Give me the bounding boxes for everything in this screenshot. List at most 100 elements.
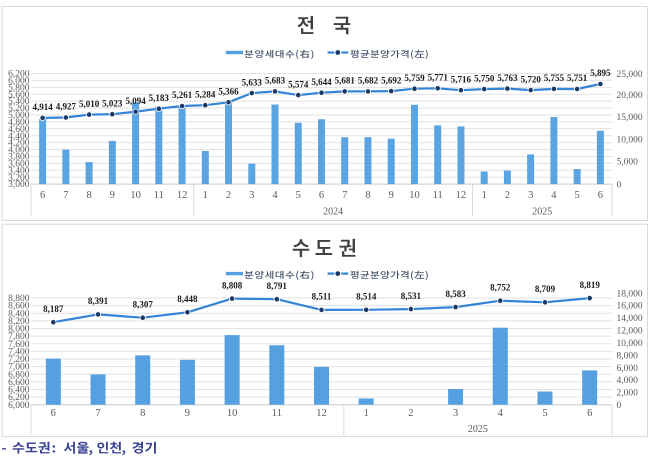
svg-text:6,200: 6,200 — [8, 393, 30, 403]
svg-text:5,094: 5,094 — [125, 96, 146, 106]
svg-text:5,200: 5,200 — [8, 104, 30, 114]
svg-text:8: 8 — [140, 408, 145, 419]
svg-text:10: 10 — [409, 190, 420, 201]
svg-text:12: 12 — [316, 408, 327, 419]
svg-text:8,808: 8,808 — [222, 280, 243, 290]
svg-text:11: 11 — [154, 190, 164, 201]
svg-text:6: 6 — [587, 408, 592, 419]
svg-text:8,511: 8,511 — [312, 292, 332, 302]
svg-text:7: 7 — [95, 408, 100, 419]
svg-text:8,514: 8,514 — [356, 292, 377, 302]
svg-text:8,391: 8,391 — [88, 296, 109, 306]
svg-text:4,927: 4,927 — [56, 102, 77, 112]
svg-text:3,400: 3,400 — [8, 166, 30, 176]
svg-text:5,681: 5,681 — [335, 76, 356, 86]
svg-text:1: 1 — [364, 408, 369, 419]
svg-text:4,400: 4,400 — [8, 132, 30, 142]
svg-text:4,200: 4,200 — [8, 139, 30, 149]
svg-text:4,000: 4,000 — [617, 376, 639, 386]
svg-text:3: 3 — [453, 408, 458, 419]
svg-text:5,716: 5,716 — [451, 74, 472, 84]
svg-text:8,448: 8,448 — [177, 294, 198, 304]
svg-text:4: 4 — [551, 190, 557, 201]
svg-text:6,000: 6,000 — [8, 401, 30, 411]
svg-text:2,000: 2,000 — [617, 389, 639, 399]
svg-text:5: 5 — [296, 190, 301, 201]
svg-text:7: 7 — [342, 190, 347, 201]
svg-text:5,000: 5,000 — [617, 157, 639, 167]
svg-text:18,000: 18,000 — [617, 289, 643, 299]
svg-text:4,800: 4,800 — [8, 118, 30, 128]
svg-text:7: 7 — [63, 190, 68, 201]
svg-text:10: 10 — [130, 190, 141, 201]
svg-text:5,755: 5,755 — [544, 73, 565, 83]
svg-text:4,000: 4,000 — [8, 146, 30, 156]
svg-text:7,800: 7,800 — [8, 332, 30, 342]
svg-text:6,000: 6,000 — [8, 77, 30, 87]
svg-text:8: 8 — [86, 190, 91, 201]
svg-text:3: 3 — [528, 190, 533, 201]
svg-text:12: 12 — [456, 190, 467, 201]
svg-text:5,771: 5,771 — [428, 73, 449, 83]
svg-text:8,000: 8,000 — [617, 351, 639, 361]
svg-text:4: 4 — [272, 190, 278, 201]
svg-text:7,600: 7,600 — [8, 340, 30, 350]
svg-text:5,720: 5,720 — [521, 74, 542, 84]
svg-text:6,000: 6,000 — [617, 364, 639, 374]
svg-text:9: 9 — [389, 190, 394, 201]
svg-text:7,400: 7,400 — [8, 347, 30, 357]
svg-text:6: 6 — [51, 408, 56, 419]
svg-text:6,400: 6,400 — [8, 386, 30, 396]
svg-text:7,200: 7,200 — [8, 355, 30, 365]
svg-text:16,000: 16,000 — [617, 302, 643, 312]
svg-text:12: 12 — [177, 190, 188, 201]
svg-text:8,531: 8,531 — [401, 291, 422, 301]
svg-text:5,600: 5,600 — [8, 90, 30, 100]
svg-text:0: 0 — [617, 180, 622, 190]
svg-text:6: 6 — [40, 190, 45, 201]
svg-text:8,400: 8,400 — [8, 309, 30, 319]
svg-text:5,682: 5,682 — [358, 76, 379, 86]
svg-text:6: 6 — [319, 190, 324, 201]
svg-text:5,692: 5,692 — [381, 75, 402, 85]
svg-text:5: 5 — [542, 408, 547, 419]
svg-text:5,183: 5,183 — [149, 93, 170, 103]
svg-text:5,261: 5,261 — [172, 90, 193, 100]
svg-text:2025: 2025 — [532, 207, 552, 218]
svg-text:5,750: 5,750 — [474, 73, 495, 83]
svg-text:5,400: 5,400 — [8, 97, 30, 107]
svg-text:20,000: 20,000 — [617, 91, 643, 101]
svg-text:0: 0 — [617, 401, 622, 411]
svg-text:11: 11 — [272, 408, 282, 419]
svg-text:3,000: 3,000 — [8, 180, 30, 190]
svg-text:5,633: 5,633 — [242, 77, 263, 87]
svg-text:5,759: 5,759 — [404, 73, 425, 83]
svg-text:5,284: 5,284 — [195, 89, 216, 99]
svg-text:8,200: 8,200 — [8, 317, 30, 327]
svg-text:11: 11 — [433, 190, 443, 201]
svg-text:12,000: 12,000 — [617, 327, 643, 337]
svg-text:2: 2 — [505, 190, 510, 201]
svg-text:15,000: 15,000 — [617, 113, 643, 123]
svg-text:8: 8 — [365, 190, 370, 201]
svg-text:2: 2 — [226, 190, 231, 201]
svg-text:9: 9 — [185, 408, 190, 419]
svg-text:5,023: 5,023 — [102, 98, 123, 108]
svg-text:8,819: 8,819 — [580, 280, 601, 290]
svg-text:8,800: 8,800 — [8, 294, 30, 304]
svg-text:8,600: 8,600 — [8, 302, 30, 312]
svg-text:14,000: 14,000 — [617, 314, 643, 324]
svg-text:6: 6 — [598, 190, 603, 201]
svg-text:8,187: 8,187 — [43, 304, 64, 314]
svg-text:10: 10 — [227, 408, 238, 419]
svg-text:6,600: 6,600 — [8, 378, 30, 388]
svg-text:8,307: 8,307 — [133, 299, 154, 309]
svg-text:2024: 2024 — [323, 207, 343, 218]
svg-text:6,200: 6,200 — [8, 70, 30, 80]
svg-text:8,709: 8,709 — [535, 284, 556, 294]
svg-text:5,000: 5,000 — [8, 111, 30, 121]
svg-text:3: 3 — [249, 190, 254, 201]
svg-text:5,574: 5,574 — [288, 79, 309, 89]
svg-text:8,752: 8,752 — [490, 282, 511, 292]
svg-text:6,800: 6,800 — [8, 370, 30, 380]
